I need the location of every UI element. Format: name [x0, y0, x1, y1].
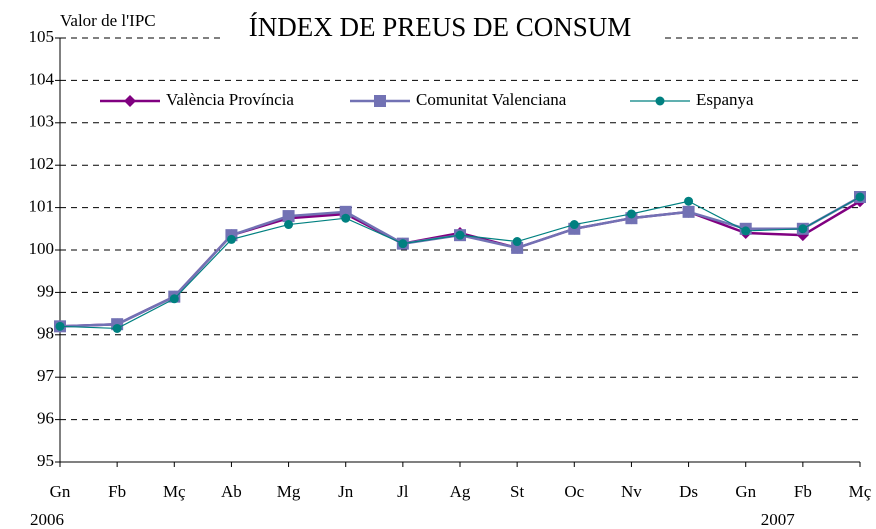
marker [511, 241, 524, 254]
y-tick-label: 100 [29, 239, 55, 258]
year-label: 2006 [30, 510, 64, 529]
x-tick-label: Jn [338, 482, 354, 501]
chart-title: ÍNDEX DE PREUS DE CONSUM [249, 12, 632, 42]
marker [798, 224, 808, 234]
y-tick-label: 101 [29, 197, 55, 216]
x-tick-label: Fb [794, 482, 812, 501]
marker [55, 321, 65, 331]
marker [169, 294, 179, 304]
marker [569, 220, 579, 230]
y-axis-label: Valor de l'IPC [60, 11, 156, 30]
y-tick-label: 96 [37, 409, 54, 428]
title-bg [220, 14, 660, 44]
x-tick-label: Mç [849, 482, 872, 501]
x-tick-label: Oc [564, 482, 584, 501]
marker [226, 234, 236, 244]
series-line [59, 200, 861, 328]
marker [341, 213, 351, 223]
y-tick-label: 95 [37, 451, 54, 470]
x-tick-label: Ab [221, 482, 242, 501]
marker [282, 210, 295, 223]
x-tick-label: Ds [679, 482, 698, 501]
y-tick-label: 103 [29, 112, 55, 131]
marker [855, 192, 865, 202]
year-label: 2007 [761, 510, 796, 529]
x-tick-label: Jl [397, 482, 409, 501]
series-line [59, 196, 861, 330]
legend-label: Comunitat Valenciana [416, 90, 567, 109]
legend-label: València Província [166, 90, 294, 109]
y-tick-label: 102 [29, 154, 55, 173]
marker [626, 209, 636, 219]
marker [112, 323, 122, 333]
marker [512, 237, 522, 247]
y-tick-label: 98 [37, 324, 54, 343]
series-line [59, 195, 861, 328]
marker [682, 205, 695, 218]
marker [655, 96, 665, 106]
x-tick-label: Mç [163, 482, 186, 501]
marker [374, 95, 386, 107]
x-tick-label: Gn [735, 482, 756, 501]
marker [455, 230, 465, 240]
marker [124, 95, 136, 107]
x-tick-label: Gn [50, 482, 71, 501]
marker [398, 239, 408, 249]
y-tick-label: 105 [29, 27, 55, 46]
marker [684, 196, 694, 206]
marker [741, 226, 751, 236]
legend-label: Espanya [696, 90, 754, 109]
y-tick-label: 99 [37, 281, 54, 300]
y-tick-label: 97 [37, 366, 55, 385]
x-tick-label: Fb [108, 482, 126, 501]
x-tick-label: Mg [277, 482, 301, 501]
x-tick-label: St [510, 482, 524, 501]
x-tick-label: Ag [450, 482, 471, 501]
marker [339, 205, 352, 218]
y-tick-label: 104 [29, 69, 55, 88]
marker [284, 220, 294, 230]
x-tick-label: Nv [621, 482, 642, 501]
